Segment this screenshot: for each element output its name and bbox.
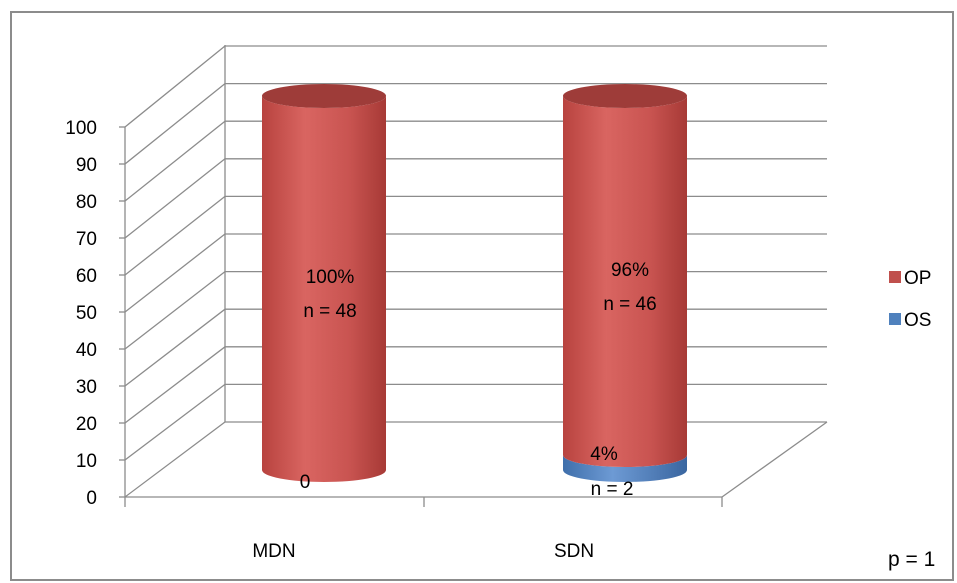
- y-axis-ticks: 0 10 20 30 40 50 60 70 80 90 100: [65, 118, 97, 509]
- side-gridline: [124, 421, 226, 498]
- data-label-mdn-op-pct: 100%: [306, 267, 355, 288]
- y-tick-label: 30: [76, 377, 97, 398]
- bar-sdn-os: [563, 455, 687, 482]
- legend: OP OS: [889, 268, 931, 331]
- data-label-sdn-op-n: n = 46: [603, 294, 656, 315]
- data-labels: 100% n = 48 0 96% n = 46 4% n = 2: [300, 260, 657, 500]
- legend-swatch-op: [889, 271, 901, 283]
- x-axis-categories: MDN SDN: [252, 541, 594, 562]
- y-tick-label: 10: [76, 451, 97, 472]
- bar-mdn-op: [262, 96, 386, 482]
- y-tick-label: 90: [76, 155, 97, 176]
- side-gridline: [124, 195, 226, 276]
- bar-top-cap: [262, 84, 386, 108]
- bar-sdn-op: [563, 96, 687, 468]
- bar-top-cap: [563, 84, 687, 108]
- data-label-sdn-os-n: n = 2: [591, 479, 634, 500]
- side-gridline: [124, 83, 226, 165]
- side-gridline: [124, 158, 226, 239]
- data-label-sdn-os-pct: 4%: [590, 444, 618, 465]
- chart-walls: [119, 45, 828, 507]
- side-gridline: [124, 45, 226, 128]
- side-gridline: [124, 120, 226, 202]
- legend-swatch-os: [889, 313, 901, 325]
- side-gridline: [124, 346, 226, 424]
- y-tick-label: 50: [76, 303, 97, 324]
- y-tick-label: 20: [76, 414, 97, 435]
- y-tick-label: 80: [76, 192, 97, 213]
- chart-bars: [262, 84, 687, 482]
- side-gridline: [124, 271, 226, 350]
- y-tick-label: 60: [76, 266, 97, 287]
- chart-frame: [10, 11, 954, 581]
- legend-label-op: OP: [904, 268, 931, 289]
- data-label-mdn-os: 0: [300, 472, 311, 493]
- floor-right-edge: [721, 421, 828, 498]
- y-tick-label: 40: [76, 340, 97, 361]
- y-tick-label: 0: [86, 488, 97, 509]
- p-value-annotation: p = 1: [888, 548, 935, 571]
- side-gridline: [124, 383, 226, 461]
- y-tick-label: 100: [65, 118, 97, 139]
- x-category-label: SDN: [554, 541, 594, 562]
- y-tick-label: 70: [76, 229, 97, 250]
- data-label-mdn-op-n: n = 48: [303, 301, 356, 322]
- data-label-sdn-op-pct: 96%: [611, 260, 649, 281]
- side-gridline: [124, 233, 226, 313]
- legend-label-os: OS: [904, 310, 931, 331]
- side-gridline: [124, 308, 226, 387]
- x-category-label: MDN: [252, 541, 295, 562]
